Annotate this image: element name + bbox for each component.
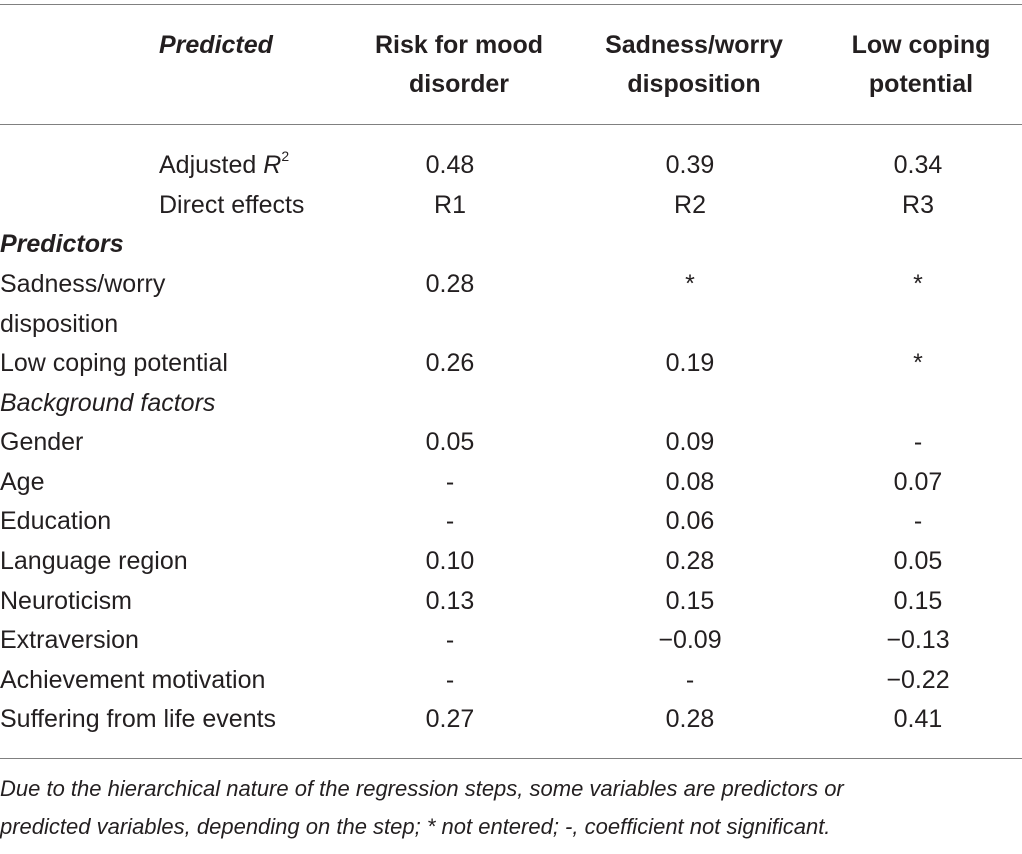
table-footnote: Due to the hierarchical nature of the re… bbox=[0, 770, 1022, 846]
row-label: Age bbox=[0, 468, 45, 496]
row-label: Sadness/worry bbox=[0, 270, 166, 298]
cell-value: * bbox=[913, 349, 923, 377]
row-label: Neuroticism bbox=[0, 587, 132, 615]
cell-value: 0.41 bbox=[893, 705, 943, 733]
cell-value: - bbox=[445, 468, 455, 496]
cell-value: 0.28 bbox=[665, 705, 715, 733]
cell-value: 0.06 bbox=[665, 507, 715, 535]
table-row: Achievement motivation - - −0.22 bbox=[0, 660, 1022, 700]
cell-value: −0.13 bbox=[886, 626, 950, 654]
table-row: Extraversion - −0.09 −0.13 bbox=[0, 620, 1022, 660]
row-label: Extraversion bbox=[0, 626, 139, 654]
cell-value: * bbox=[685, 270, 695, 298]
cell-value: 0.34 bbox=[893, 151, 943, 179]
cell-value: R1 bbox=[434, 191, 466, 219]
cell-value: 0.07 bbox=[893, 468, 943, 496]
cell-value: 0.27 bbox=[425, 705, 475, 733]
header-sadness-worry: Sadness/worry disposition bbox=[578, 26, 810, 104]
cell-value: −0.22 bbox=[886, 666, 950, 694]
row-label: Suffering from life events bbox=[0, 705, 277, 733]
cell-value: 0.28 bbox=[665, 547, 715, 575]
cell-value: * bbox=[913, 270, 923, 298]
cell-value: 0.13 bbox=[425, 587, 475, 615]
table-row: Education - 0.06 - bbox=[0, 501, 1022, 541]
row-background-heading: Background factors bbox=[0, 383, 1022, 423]
header-predicted: Predicted bbox=[159, 31, 273, 59]
cell-value: - bbox=[913, 507, 923, 535]
cell-value: 0.48 bbox=[425, 151, 475, 179]
row-label: Gender bbox=[0, 428, 84, 456]
row-label: Education bbox=[0, 507, 112, 535]
cell-value: R2 bbox=[674, 191, 706, 219]
cell-value: 0.39 bbox=[665, 151, 715, 179]
cell-value: 0.15 bbox=[893, 587, 943, 615]
row-label: disposition bbox=[0, 310, 119, 338]
footnote-line: Due to the hierarchical nature of the re… bbox=[0, 776, 844, 801]
header-low-coping: Low coping potential bbox=[820, 26, 1022, 104]
row-label: Language region bbox=[0, 547, 188, 575]
table-row: Age - 0.08 0.07 bbox=[0, 462, 1022, 502]
cell-value: 0.09 bbox=[665, 428, 715, 456]
bottom-rule bbox=[0, 758, 1022, 759]
row-label: Low coping potential bbox=[0, 349, 228, 377]
adjusted-r2-label: Adjusted R2 bbox=[159, 148, 290, 179]
row-direct-effects: Direct effects R1 R2 R3 bbox=[0, 185, 1022, 225]
background-factors-heading: Background factors bbox=[0, 389, 216, 417]
header-col3-line2: potential bbox=[868, 70, 974, 98]
table-row: Sadness/worry 0.28 * * bbox=[0, 264, 1022, 304]
cell-value: 0.15 bbox=[665, 587, 715, 615]
table-row: Suffering from life events 0.27 0.28 0.4… bbox=[0, 699, 1022, 739]
header-col1-line2: disorder bbox=[408, 70, 510, 98]
table-row: Gender 0.05 0.09 - bbox=[0, 422, 1022, 462]
row-label: Achievement motivation bbox=[0, 666, 266, 694]
predictors-heading: Predictors bbox=[0, 230, 124, 258]
table-row: Neuroticism 0.13 0.15 0.15 bbox=[0, 581, 1022, 621]
cell-value: 0.08 bbox=[665, 468, 715, 496]
footnote-line: predicted variables, depending on the st… bbox=[0, 814, 831, 839]
cell-value: - bbox=[445, 507, 455, 535]
header-col1-line1: Risk for mood bbox=[374, 31, 544, 59]
cell-value: - bbox=[913, 428, 923, 456]
cell-value: 0.26 bbox=[425, 349, 475, 377]
cell-value: −0.09 bbox=[658, 626, 722, 654]
cell-value: - bbox=[445, 626, 455, 654]
header-col3-line1: Low coping bbox=[851, 31, 991, 59]
table-row-continuation: disposition bbox=[0, 304, 1022, 344]
row-adjusted-r2: Adjusted R2 0.48 0.39 0.34 bbox=[0, 145, 1022, 185]
row-predictors-heading: Predictors bbox=[0, 224, 1022, 264]
direct-effects-label: Direct effects bbox=[159, 191, 305, 219]
cell-value: 0.10 bbox=[425, 547, 475, 575]
cell-value: 0.05 bbox=[893, 547, 943, 575]
table-row: Low coping potential 0.26 0.19 * bbox=[0, 343, 1022, 383]
header-rule bbox=[0, 124, 1022, 125]
cell-value: - bbox=[445, 666, 455, 694]
cell-value: 0.19 bbox=[665, 349, 715, 377]
top-rule bbox=[0, 4, 1022, 5]
header-risk-mood-disorder: Risk for mood disorder bbox=[350, 26, 568, 104]
cell-value: R3 bbox=[902, 191, 934, 219]
header-col2-line1: Sadness/worry bbox=[605, 31, 783, 59]
table-row: Language region 0.10 0.28 0.05 bbox=[0, 541, 1022, 581]
cell-value: 0.05 bbox=[425, 428, 475, 456]
cell-value: - bbox=[685, 666, 695, 694]
cell-value: 0.28 bbox=[425, 270, 475, 298]
header-col2-line2: disposition bbox=[627, 70, 761, 98]
